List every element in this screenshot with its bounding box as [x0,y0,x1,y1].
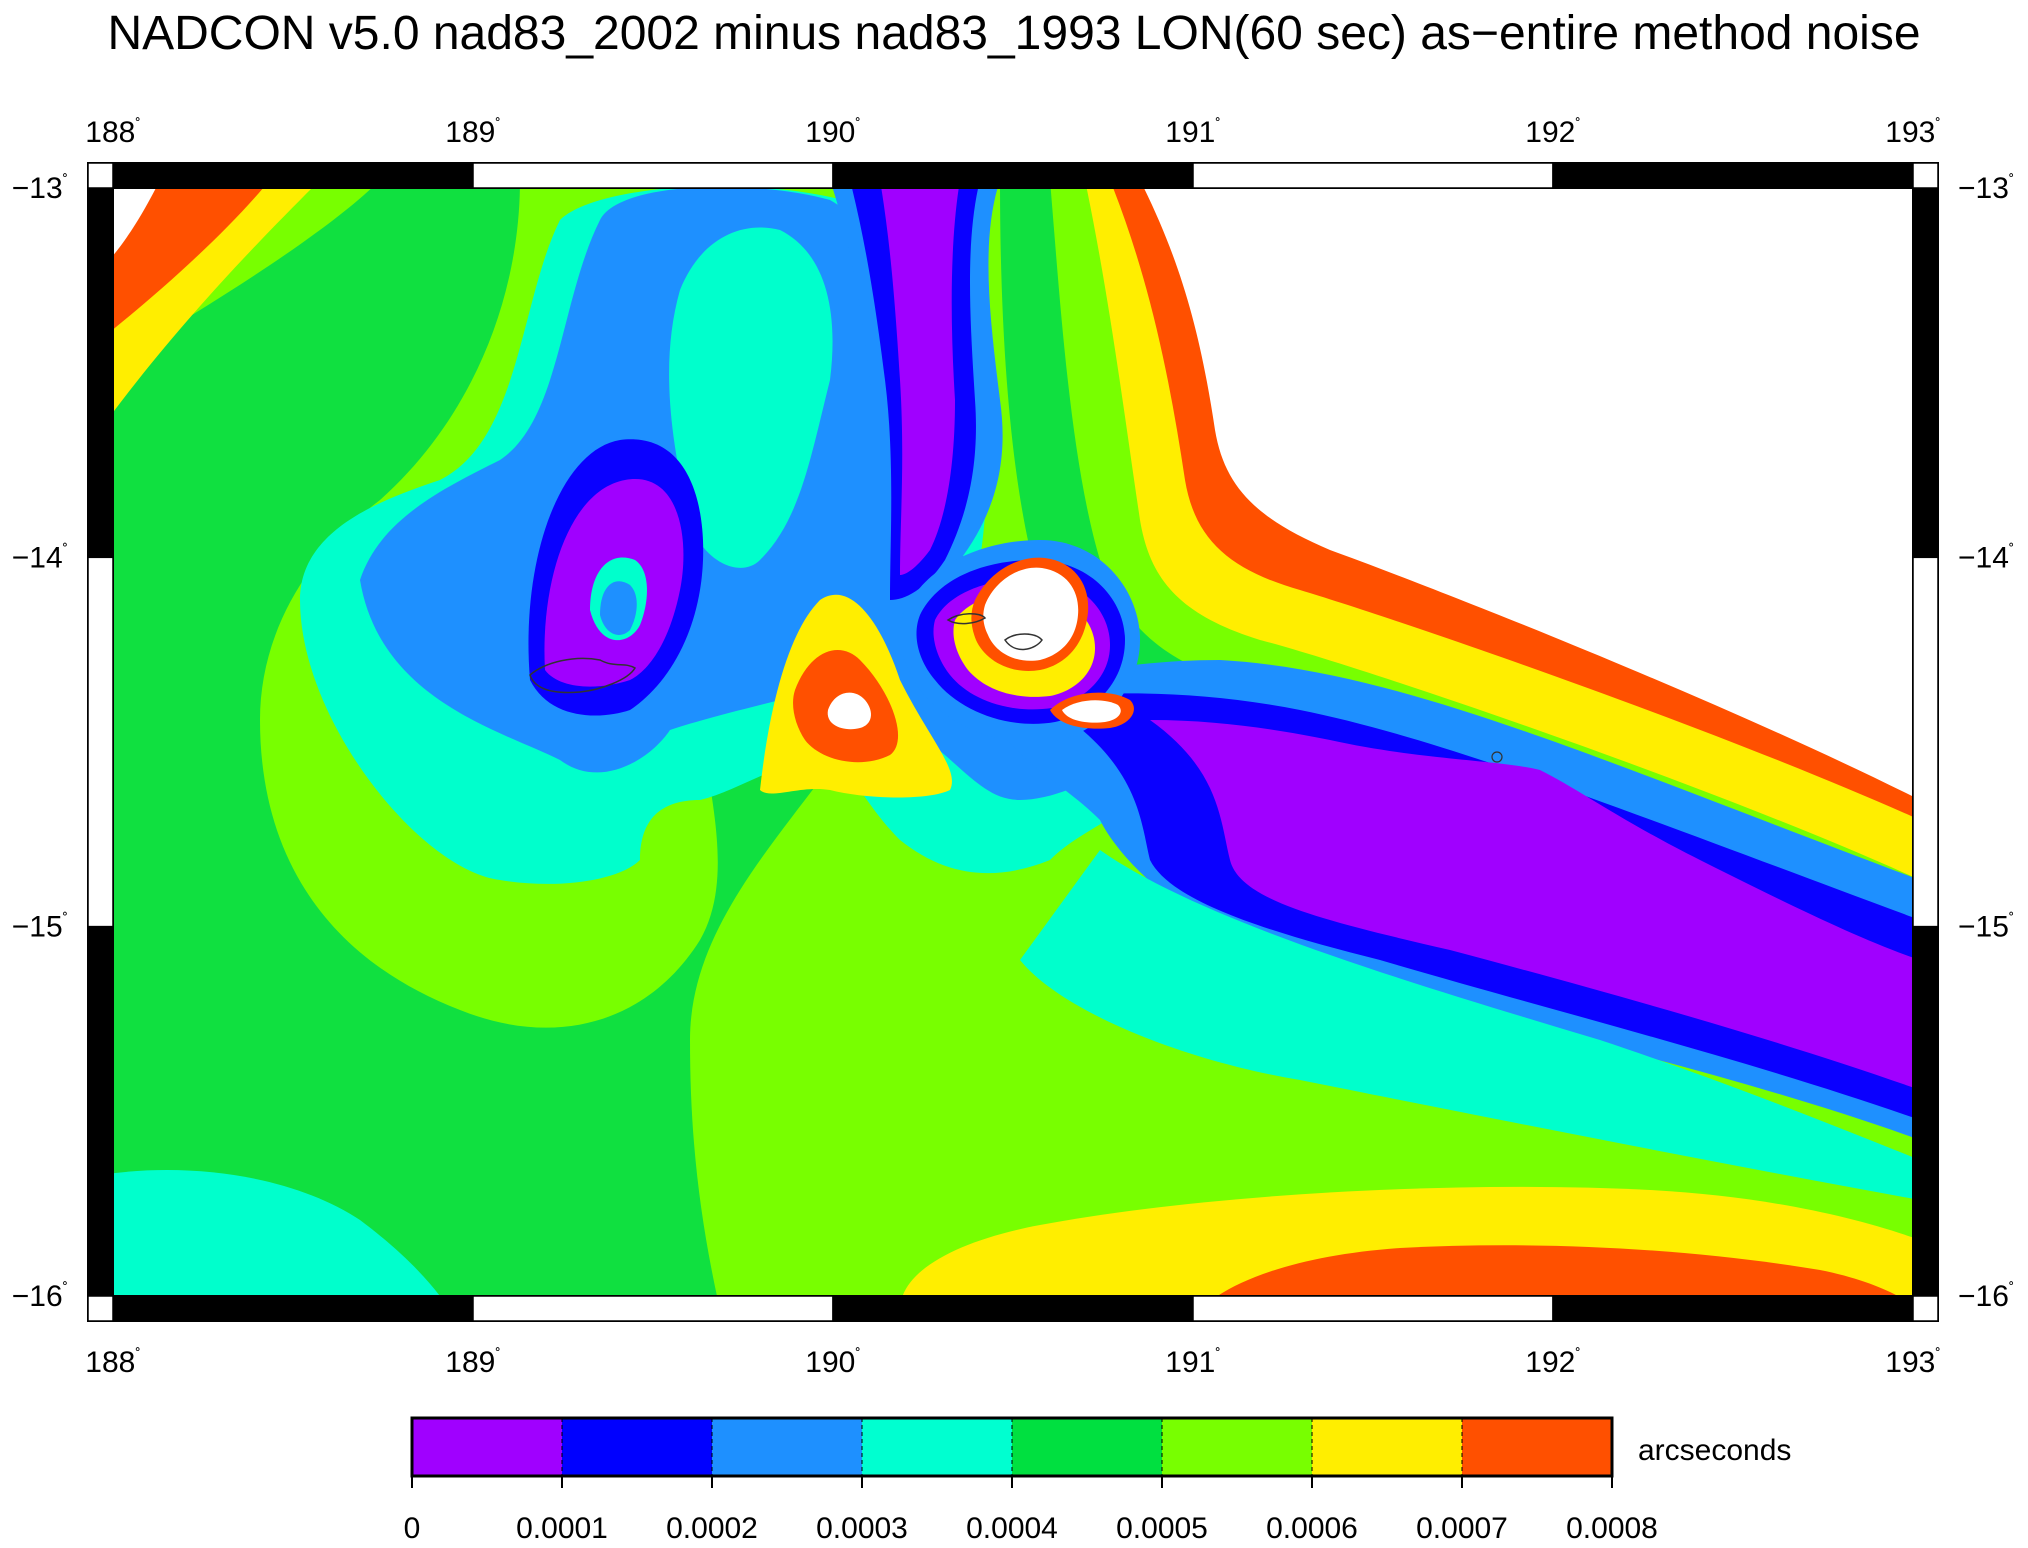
band-orange-nw [113,188,264,330]
band-cyan-inner [669,227,833,568]
band-white-ne [1143,188,1913,797]
lat-tick-label-right: −16˚ [1958,1280,2014,1313]
colorbar-swatch [862,1418,1012,1476]
dipole-white [983,567,1079,661]
map-border [87,162,1939,1322]
border-segment-bottom [832,1295,1194,1322]
eddy-skyblue-core [600,581,637,635]
lat-tick-label-left: −13˚ [12,172,68,205]
colorbar-swatch [1162,1418,1312,1476]
lat-tick-label-left: −16˚ [12,1280,68,1313]
border-segment-right [1912,187,1939,559]
lat-tick-label-right: −15˚ [1958,911,2014,944]
border-segment-left [87,556,114,928]
colorbar-tick-label: 0.0005 [1116,1512,1208,1545]
island-rose-outline [1491,751,1503,763]
lat-tick-label-left: −15˚ [12,911,68,944]
border-segment-top [472,162,834,189]
border-segment-left [87,925,114,1297]
border-corner [1912,162,1939,189]
lon-tick-label-top: 188˚ [85,116,140,149]
band-cyan-southwest [113,1170,440,1296]
lat-tick-label-right: −14˚ [1958,541,2014,574]
lon-tick-label-bottom: 190˚ [805,1346,860,1379]
border-segment-bottom [1192,1295,1554,1322]
border-segment-top [112,162,474,189]
border-corner [1912,1295,1939,1322]
colorbar-tick-label: 0.0004 [966,1512,1058,1545]
lon-tick-label-top: 190˚ [805,116,860,149]
colorbar: 0 0.0001 0.0002 0.0003 0.0004 0.0005 0.0006 0.0… [404,1416,1791,1545]
border-corner [87,162,114,189]
colorbar-swatch [412,1418,562,1476]
lon-tick-label-bottom: 192˚ [1525,1346,1580,1379]
colorbar-swatch [562,1418,712,1476]
tail-purple-east [1150,720,1913,1088]
colorbar-swatch [1312,1418,1462,1476]
border-segment-bottom [472,1295,834,1322]
border-segment-left [87,187,114,559]
border-segment-bottom [1552,1295,1914,1322]
border-segment-top [1552,162,1914,189]
border-corner [87,1295,114,1322]
border-segment-top [832,162,1194,189]
lon-tick-label-top: 192˚ [1525,116,1580,149]
colorbar-tick-label: 0.0008 [1566,1512,1658,1545]
band-white-nw [113,188,156,256]
lon-tick-label-top: 191˚ [1165,116,1220,149]
axis-labels: 188˚ 188˚ 189˚ 189˚ 190˚ 190˚ 191˚ 191˚ 192˚ 192˚… [12,116,2014,1379]
colorbar-unit-label: arcseconds [1638,1434,1791,1467]
tongue-purple-north [881,188,959,575]
lon-tick-label-bottom: 189˚ [445,1346,500,1379]
lat-tick-label-left: −14˚ [12,541,68,574]
island-upolu-outline [529,657,637,694]
border-segment-top [1192,162,1554,189]
map-title: NADCON v5.0 nad83_2002 minus nad83_1993 … [107,7,1921,60]
contour-map [113,188,1913,1296]
border-segment-right [1912,925,1939,1297]
colorbar-swatch [1462,1418,1612,1476]
peak-white-central [827,692,872,730]
colorbar-tick-label: 0.0003 [816,1512,908,1545]
lon-tick-label-bottom: 188˚ [85,1346,140,1379]
dipole-white-south [1062,700,1121,723]
lon-tick-label-bottom: 191˚ [1165,1346,1220,1379]
lon-tick-label-top: 189˚ [445,116,500,149]
border-segment-right [1912,556,1939,928]
colorbar-swatch [1012,1418,1162,1476]
lon-tick-label-top: 193˚ [1885,116,1940,149]
lon-tick-label-bottom: 193˚ [1885,1346,1940,1379]
colorbar-tick-label: 0.0002 [666,1512,758,1545]
tail-cyan-east-lower [1020,850,1913,1199]
colorbar-swatch [712,1418,862,1476]
band-orange-south [1217,1245,1898,1296]
border-segment-bottom [112,1295,474,1322]
island-east-outline [1003,633,1043,651]
colorbar-tick-label: 0.0006 [1266,1512,1358,1545]
island-tutuila-outline [946,613,987,625]
colorbar-tick-label: 0.0001 [516,1512,608,1545]
band-green-west [113,188,820,1296]
colorbar-tick-label: 0 [404,1512,421,1545]
colorbar-tick-label: 0.0007 [1416,1512,1508,1545]
lat-tick-label-right: −13˚ [1958,172,2014,205]
